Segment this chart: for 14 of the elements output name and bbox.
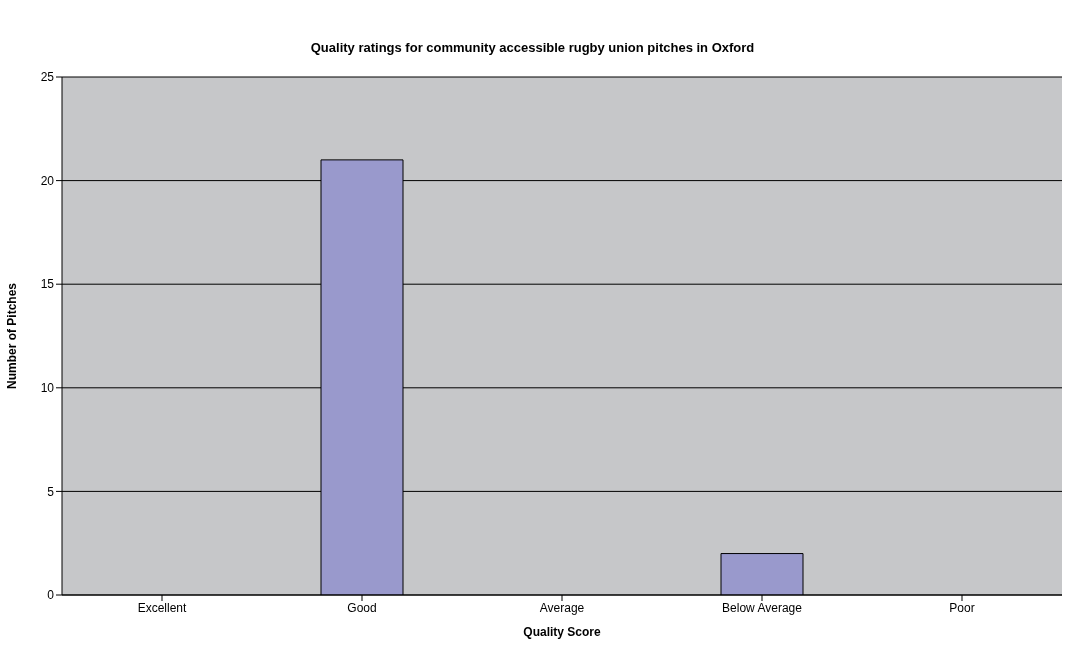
x-tick-label: Excellent [137,600,188,615]
x-tick-label: Good [347,600,377,615]
x-tick-label: Below Average [722,600,803,615]
y-tick-label: 0 [47,588,55,603]
chart-title: Quality ratings for community accessible rugby union pitches in Oxford [309,40,756,55]
x-axis-title: Quality Score [523,625,601,639]
y-tick-label: 20 [40,173,55,188]
x-tick-label: Average [539,600,585,615]
y-tick-label: 25 [40,70,55,85]
y-tick-label: 15 [40,277,55,292]
x-tick-label: Poor [949,600,975,615]
y-tick-label: 5 [47,484,55,499]
y-tick-label: 10 [40,381,55,396]
y-axis-title: Number of Pitches [5,282,20,390]
